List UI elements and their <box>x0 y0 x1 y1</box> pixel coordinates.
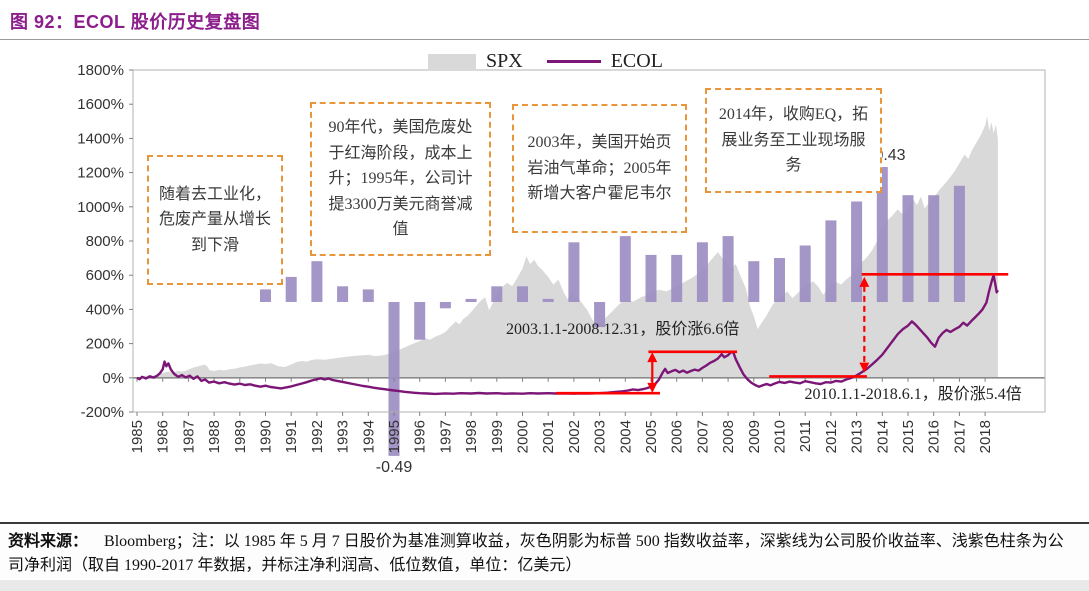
net-profit-bar <box>311 261 323 302</box>
x-axis-tick-label: 2014 <box>874 420 891 453</box>
x-axis-tick-label: 1990 <box>258 420 275 453</box>
x-axis-tick-label: 1992 <box>309 420 326 453</box>
net-profit-bar <box>542 298 554 302</box>
net-profit-bar <box>465 298 477 302</box>
net-profit-bar <box>799 245 811 302</box>
x-axis-tick-label: 2003 <box>592 420 609 453</box>
net-profit-bar <box>645 254 657 302</box>
net-profit-bar <box>285 276 297 302</box>
net-profit-bar <box>619 236 631 302</box>
x-axis-tick-label: 1988 <box>206 420 223 453</box>
x-axis-tick-label: 2009 <box>746 420 763 453</box>
y-axis-tick-label: 400% <box>86 301 124 318</box>
net-profit-bar <box>362 289 374 302</box>
legend-spx-swatch <box>428 53 476 70</box>
x-axis-tick-label: 1989 <box>232 420 249 453</box>
annotation-box-deindustrialization: 随着去工业化，危废产量从增长到下滑 <box>147 155 283 285</box>
net-profit-bar <box>337 286 349 302</box>
x-axis-tick-label: 2008 <box>720 420 737 453</box>
x-axis-tick-label: 2007 <box>694 420 711 453</box>
source-text: Bloomberg；注：以 1985 年 5 月 7 日股价为基准测算收益，灰色… <box>8 533 1064 574</box>
x-axis-tick-label: 1998 <box>463 420 480 453</box>
spx-area <box>137 116 998 378</box>
x-axis-tick-label: 2013 <box>849 420 866 453</box>
y-axis-tick-label: 1000% <box>77 199 124 216</box>
net-profit-bar <box>568 242 580 302</box>
y-axis-tick-label: 0% <box>102 370 124 387</box>
y-axis-tick-label: 600% <box>86 267 124 284</box>
footer-note: 资料来源： Bloomberg；注：以 1985 年 5 月 7 日股价为基准测算… <box>0 522 1089 578</box>
legend-ecol-swatch <box>546 60 601 63</box>
y-axis-tick-label: 1600% <box>77 96 124 113</box>
chart-canvas: -200% 0% 200% 400% 600% 800% 1000% 1200% 1400% 16… <box>77 62 1046 476</box>
net-profit-bar <box>491 286 503 302</box>
net-profit-bar <box>953 185 965 302</box>
y-axis-tick-label: 1200% <box>77 165 124 182</box>
x-axis-tick-label: 2002 <box>566 420 583 453</box>
ecol-line <box>136 273 999 396</box>
net-profit-bar <box>696 242 708 302</box>
x-axis-tick-label: 2005 <box>643 420 660 453</box>
y-axis-tick-label: 200% <box>86 336 124 353</box>
x-axis-tick-label: 2012 <box>823 420 840 453</box>
net-profit-bar <box>594 302 606 328</box>
net-profit-bar <box>825 220 837 302</box>
x-axis-tick-label: 1991 <box>283 420 300 453</box>
x-axis-tick-label: 1993 <box>335 420 352 453</box>
net-profit-bar <box>260 289 271 302</box>
net-profit-bar <box>414 302 426 340</box>
net-profit-bar <box>774 258 785 302</box>
net-profit-bar <box>748 261 760 302</box>
x-axis-tick-label: 1996 <box>412 420 429 453</box>
x-axis-tick-label: 1997 <box>437 420 454 453</box>
x-axis-tick-label: 2000 <box>515 420 532 453</box>
phase-label: 2010.1.1-2018.6.1，股价涨5.4倍 <box>804 385 1021 403</box>
x-axis-tick-label: 1985 <box>129 420 146 453</box>
net-profit-bar <box>902 195 914 302</box>
y-axis-tick-label: 800% <box>86 233 124 250</box>
x-axis-tick-label: 2011 <box>797 420 814 452</box>
net-profit-bar <box>928 195 940 302</box>
source-label: 资料来源： <box>8 533 89 550</box>
x-axis-tick-label: 1995 <box>386 420 403 453</box>
net-profit-bar <box>851 201 863 302</box>
x-axis-tick-label: 1986 <box>155 420 172 453</box>
legend-spx-label: SPX <box>486 50 523 72</box>
net-profit-bar <box>722 236 734 302</box>
x-axis-tick-label: 2006 <box>669 420 686 453</box>
bar-value-label: 0.43 <box>874 147 905 164</box>
x-axis-tick-label: 2015 <box>900 420 917 453</box>
x-axis-tick-label: 1999 <box>489 420 506 453</box>
annotation-box-red-ocean-1990s: 90年代，美国危废处于红海阶段，成本上升；1995年，公司计提3300万美元商誉… <box>310 102 491 256</box>
arrowhead-down-icon <box>859 362 870 373</box>
chart-legend: SPX ECOL <box>428 50 663 73</box>
net-profit-bar <box>671 254 683 302</box>
x-axis-tick-label: 2010 <box>772 420 789 453</box>
net-profit-bar <box>876 167 888 302</box>
x-axis-tick-label: 1994 <box>360 420 377 453</box>
x-axis-tick-label: 2001 <box>540 420 557 453</box>
figure-title: 图 92：ECOL 股价历史复盘图 <box>10 12 261 32</box>
net-profit-bar <box>439 302 451 309</box>
bar-value-label: -0.49 <box>376 459 413 476</box>
annotation-box-eq-acquisition: 2014年，收购EQ，拓展业务至工业现场服务 <box>705 88 882 193</box>
y-axis-tick-label: 1400% <box>77 130 124 147</box>
arrowhead-up-icon <box>647 352 658 363</box>
phase-label: 2003.1.1-2008.12.31，股价涨6.6倍 <box>506 320 739 338</box>
annotation-box-shale-revolution: 2003年，美国开始页岩油气革命；2005年新增大客户霍尼韦尔 <box>512 104 687 233</box>
chart-area: -200% 0% 200% 400% 600% 800% 1000% 1200% 1400% 16… <box>0 38 1089 520</box>
x-axis-tick-label: 1987 <box>180 420 197 453</box>
arrowhead-up-icon <box>859 276 870 287</box>
y-axis-tick-label: 1800% <box>77 62 124 79</box>
x-axis-tick-label: 2004 <box>617 420 634 453</box>
legend-ecol-label: ECOL <box>610 50 663 72</box>
x-axis-tick-label: 2016 <box>926 420 943 453</box>
y-axis-tick-label: -200% <box>81 404 124 421</box>
x-axis-tick-label: 2018 <box>977 420 994 453</box>
x-axis-tick-label: 2017 <box>951 420 968 453</box>
arrowhead-down-icon <box>647 382 658 393</box>
title-divider <box>0 39 1089 40</box>
net-profit-bar <box>517 286 528 302</box>
